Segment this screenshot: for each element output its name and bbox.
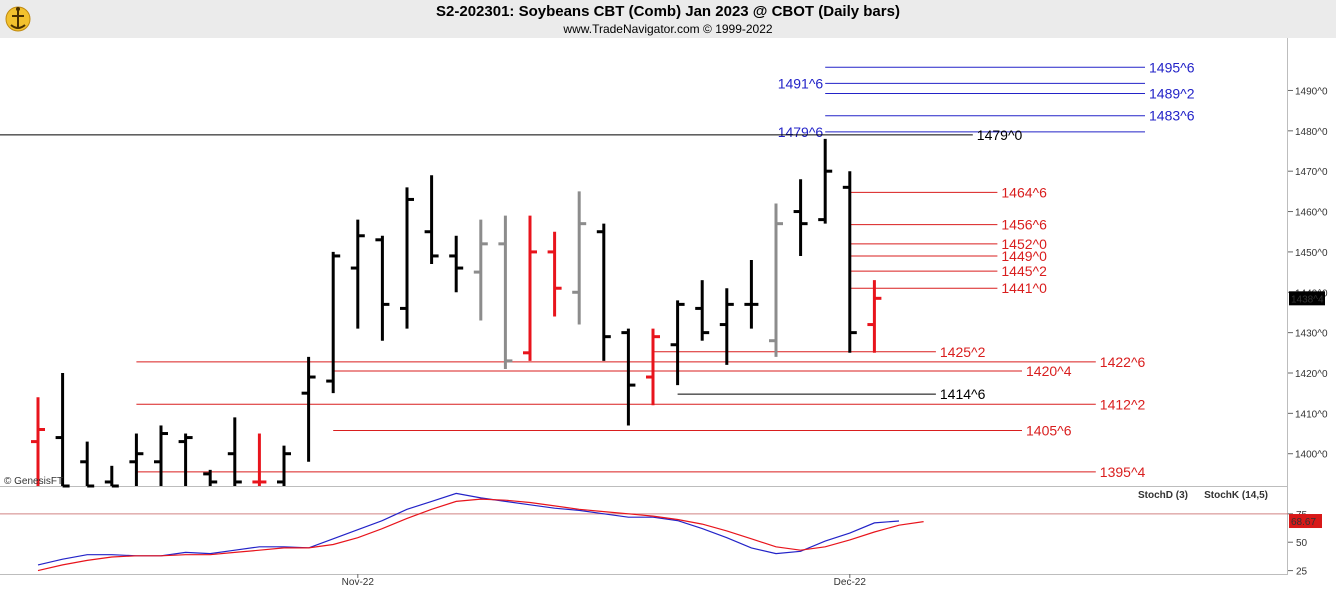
ohlc-bar xyxy=(744,259,759,329)
ohlc-bar xyxy=(400,187,414,329)
price-level-label: 1452^0 xyxy=(1001,236,1047,252)
price-tick-label: 1430^0 xyxy=(1295,329,1328,340)
price-tick-label: 1490^0 xyxy=(1295,86,1328,97)
ohlc-bar xyxy=(252,433,267,486)
value-badges: 1438^4 68.67 xyxy=(1289,291,1325,529)
stoch-legend-k: StochK (14,5) xyxy=(1204,490,1268,501)
trade-navigator-logo-icon xyxy=(5,6,31,32)
chart-title: S2-202301: Soybeans CBT (Comb) Jan 2023 … xyxy=(436,3,900,20)
price-level-label: 1422^6 xyxy=(1100,354,1146,370)
chart-subtitle: www.TradeNavigator.com © 1999-2022 xyxy=(563,22,773,36)
ohlc-bar xyxy=(596,223,611,361)
price-level-label: 1445^2 xyxy=(1001,263,1047,279)
price-level-label: 1489^2 xyxy=(1149,85,1195,101)
ohlc-bar xyxy=(793,179,808,256)
ohlc-bar xyxy=(55,372,70,488)
stoch-value-label: 68.67 xyxy=(1291,517,1316,528)
stoch-tick-label: 25 xyxy=(1296,567,1308,578)
price-level-label: 1414^6 xyxy=(940,386,986,402)
ohlc-bar xyxy=(80,441,95,488)
ohlc-bar xyxy=(867,280,882,353)
price-tick-label: 1400^0 xyxy=(1295,450,1328,461)
price-level-label: 1395^4 xyxy=(1100,464,1146,480)
ohlc-bar xyxy=(375,235,390,341)
price-level-label: 1441^0 xyxy=(1001,280,1047,296)
ohlc-bar xyxy=(227,417,242,486)
price-level-label: 1420^4 xyxy=(1026,363,1072,379)
ohlc-bar xyxy=(203,469,218,486)
ohlc-bar xyxy=(473,219,488,321)
price-pane xyxy=(0,38,1288,486)
ohlc-bar xyxy=(301,356,316,462)
ohlc-bar xyxy=(769,203,783,357)
price-level-label: 1479^6 xyxy=(778,124,824,140)
stoch-series-line xyxy=(37,492,900,566)
ohlc-bar xyxy=(104,465,119,488)
date-tick-label: Dec-22 xyxy=(834,577,867,588)
date-axis: Nov-22 Dec-22 xyxy=(342,574,867,588)
price-tick-label: 1450^0 xyxy=(1295,248,1328,259)
stoch-value-badge xyxy=(1289,514,1322,529)
price-level-label: 1495^6 xyxy=(1149,59,1195,75)
price-tick-label: 1420^0 xyxy=(1295,369,1328,380)
date-tick-label: Nov-22 xyxy=(342,577,375,588)
price-level-label: 1449^0 xyxy=(1001,248,1047,264)
ohlc-bar xyxy=(719,288,734,365)
stoch-tick-label: 50 xyxy=(1296,538,1308,549)
stoch-series-line xyxy=(37,498,924,572)
ohlc-bar xyxy=(523,215,537,361)
ohlc-bar xyxy=(842,171,857,353)
last-price-badge xyxy=(1289,291,1325,306)
ohlc-bar xyxy=(547,231,562,317)
price-tick-label: 1460^0 xyxy=(1295,208,1328,219)
ohlc-bar xyxy=(695,280,710,341)
ohlc-bar xyxy=(498,215,513,369)
ohlc-bar xyxy=(621,328,636,426)
price-level-label: 1483^6 xyxy=(1149,108,1195,124)
stoch-legend-d: StochD (3) xyxy=(1138,490,1188,501)
ohlc-bar xyxy=(424,175,439,265)
ohlc-bar xyxy=(449,235,464,293)
price-level-label: 1479^0 xyxy=(977,127,1023,143)
price-tick-label: 1410^0 xyxy=(1295,409,1328,420)
ohlc-bar xyxy=(178,433,193,486)
chart-header: S2-202301: Soybeans CBT (Comb) Jan 2023 … xyxy=(0,0,1336,38)
price-level-label: 1412^2 xyxy=(1100,396,1146,412)
price-tick-label: 1480^0 xyxy=(1295,127,1328,138)
price-bars xyxy=(31,138,882,488)
price-tick-label: 1470^0 xyxy=(1295,167,1328,178)
price-axis: 1400^01410^01420^01430^01440^01450^01460… xyxy=(1288,86,1328,461)
ohlc-bar xyxy=(670,300,685,386)
ohlc-bar xyxy=(31,397,45,486)
ohlc-bar xyxy=(350,219,365,329)
ohlc-bar xyxy=(129,433,144,486)
ohlc-bar xyxy=(326,251,341,394)
indicator-pane xyxy=(0,487,1288,574)
price-levels: 1495^6 1491^6 1489^2 1483^6 1479^6 1479^0 1464… xyxy=(0,59,1195,480)
ohlc-bar xyxy=(818,138,833,224)
price-level-label: 1491^6 xyxy=(778,75,824,91)
price-level-label: 1405^6 xyxy=(1026,423,1072,439)
ohlc-bar xyxy=(277,445,291,486)
price-level-label: 1464^6 xyxy=(1001,184,1047,200)
watermark: © GenesisFT xyxy=(4,476,63,487)
price-level-label: 1456^6 xyxy=(1001,217,1047,233)
ohlc-bar xyxy=(572,191,587,325)
last-price-label: 1438^4 xyxy=(1291,294,1324,305)
ohlc-bar xyxy=(646,328,660,406)
price-level-label: 1425^2 xyxy=(940,344,986,360)
stochastic-lines: StochD (3) StochK (14,5) xyxy=(37,490,1268,572)
ohlc-bar xyxy=(154,425,168,486)
